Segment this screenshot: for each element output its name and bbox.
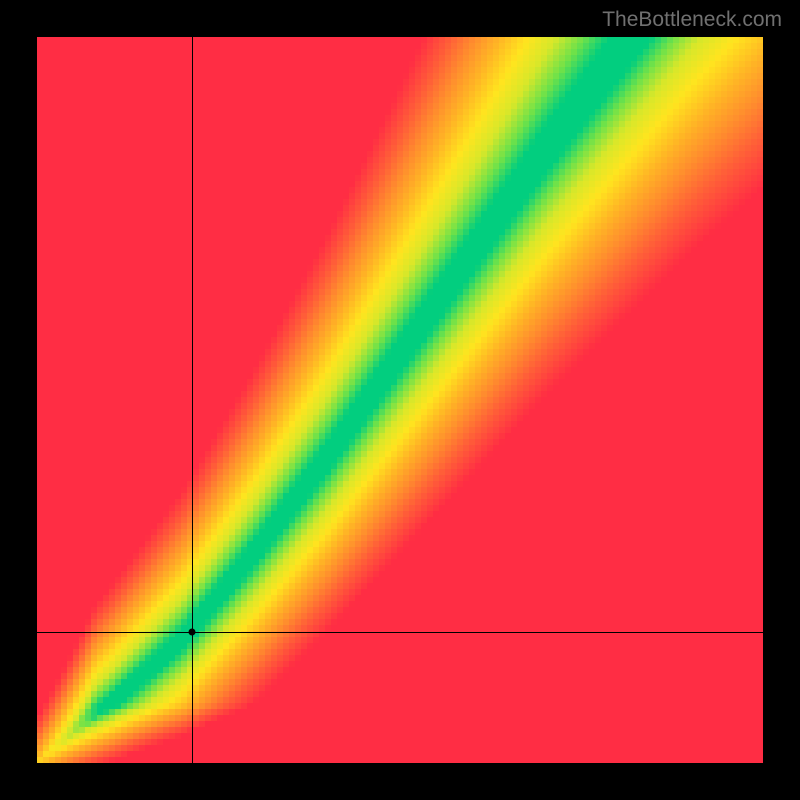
crosshair-horizontal [37,632,763,633]
crosshair-vertical [192,37,193,763]
watermark-text: TheBottleneck.com [602,8,782,32]
crosshair-marker [188,629,195,636]
plot-area [37,37,763,763]
heatmap-canvas [37,37,763,763]
chart-container: TheBottleneck.com [0,0,800,800]
